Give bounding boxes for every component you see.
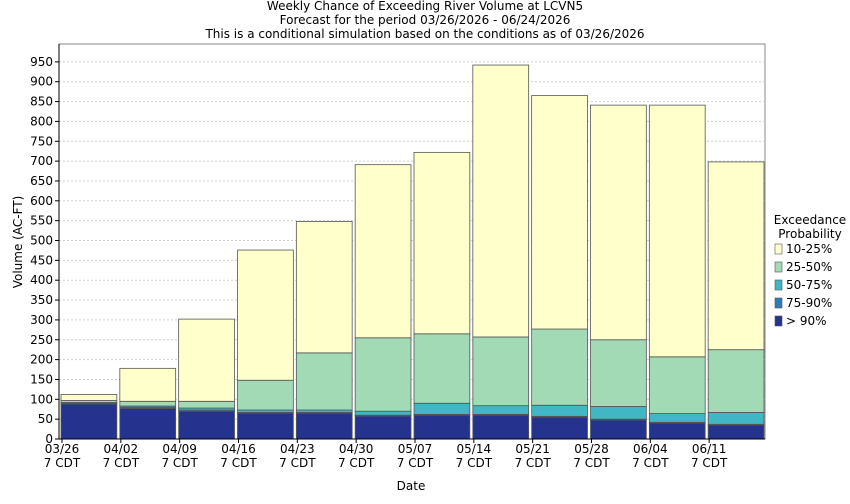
bar-segment <box>590 419 647 440</box>
x-tick-label: 05/07 7 CDT <box>397 442 434 470</box>
legend-label: 25-50% <box>786 260 832 274</box>
x-tick-label: 05/28 7 CDT <box>573 442 610 470</box>
legend-label: 50-75% <box>786 278 832 292</box>
x-tick-label: 06/04 7 CDT <box>632 442 669 470</box>
x-tick-label: 04/23 7 CDT <box>279 442 316 470</box>
y-tick-label: 100 <box>30 392 53 406</box>
bar-segment <box>413 333 471 404</box>
x-tick-label: 05/21 7 CDT <box>514 442 551 470</box>
y-tick-label: 0 <box>45 432 53 446</box>
bar-segment <box>295 412 353 440</box>
legend-swatch <box>774 243 783 255</box>
bar-segment <box>707 161 765 351</box>
bar-segment <box>119 400 177 407</box>
bar-segment <box>119 408 177 440</box>
x-tick-label: 04/16 7 CDT <box>220 442 257 470</box>
plot-area <box>58 43 766 440</box>
bar-segment <box>60 394 118 401</box>
x-tick-label: 03/26 7 CDT <box>44 442 81 470</box>
legend-swatch <box>774 297 783 309</box>
legend-label: > 90% <box>786 314 827 328</box>
bar-segment <box>707 349 765 413</box>
y-tick-label: 200 <box>30 353 53 367</box>
bar-segment <box>531 416 588 440</box>
y-tick-label: 900 <box>30 75 53 89</box>
bar-segment <box>648 422 706 440</box>
bar-segment <box>648 356 706 414</box>
bar-segment <box>237 412 294 440</box>
bar-segment <box>472 336 530 407</box>
bar-segment <box>413 402 471 415</box>
bar-segment <box>590 339 647 407</box>
y-tick-label: 850 <box>30 95 53 109</box>
bar-segment <box>178 318 235 402</box>
bar-segment <box>472 64 530 338</box>
y-tick-label: 250 <box>30 333 53 347</box>
y-tick-label: 300 <box>30 313 53 327</box>
bar-segment <box>178 410 235 440</box>
legend-label: 10-25% <box>786 242 832 256</box>
legend-title: Exceedance Probability <box>774 213 846 241</box>
y-tick-label: 150 <box>30 372 53 386</box>
bar-segment <box>472 414 530 440</box>
y-tick-label: 600 <box>30 194 53 208</box>
bar-segment <box>295 221 353 354</box>
bar-segment <box>648 413 706 423</box>
chart-title: Weekly Chance of Exceeding River Volume … <box>267 0 583 13</box>
bar-segment <box>354 415 412 440</box>
chart-subtitle: Forecast for the period 03/26/2026 - 06/… <box>280 13 571 27</box>
bar-segment <box>119 367 177 402</box>
bar-segment <box>237 249 294 381</box>
y-tick-label: 950 <box>30 55 53 69</box>
x-axis-label: Date <box>397 479 426 493</box>
bar-segment <box>354 410 412 416</box>
y-tick-label: 650 <box>30 174 53 188</box>
legend-swatch <box>774 315 783 327</box>
bar-segment <box>531 95 588 330</box>
bar-segment <box>531 328 588 406</box>
bar-segment <box>648 104 706 358</box>
y-tick-label: 800 <box>30 114 53 128</box>
y-tick-label: 700 <box>30 154 53 168</box>
y-tick-label: 750 <box>30 134 53 148</box>
x-tick-label: 04/30 7 CDT <box>338 442 375 470</box>
bar-segment <box>237 379 294 411</box>
bar-segment <box>354 337 412 412</box>
bar-segment <box>590 406 647 420</box>
bar-segment <box>590 104 647 341</box>
x-tick-label: 04/02 7 CDT <box>103 442 140 470</box>
x-tick-label: 04/09 7 CDT <box>161 442 198 470</box>
bar-segment <box>413 151 471 335</box>
bar-segment <box>707 412 765 425</box>
x-tick-label: 06/11 7 CDT <box>691 442 728 470</box>
bar-segment <box>178 400 235 409</box>
chart-note: This is a conditional simulation based o… <box>204 27 644 41</box>
bar-segment <box>707 424 765 440</box>
legend-label: 75-90% <box>786 296 832 310</box>
bar-segment <box>354 164 412 339</box>
bar-segment <box>60 403 118 440</box>
legend-swatch <box>774 261 783 273</box>
y-tick-label: 450 <box>30 253 53 267</box>
bar-segment <box>531 404 588 417</box>
y-axis-label: Volume (AC-FT) <box>11 196 25 289</box>
x-tick-label: 05/14 7 CDT <box>456 442 493 470</box>
legend-swatch <box>774 279 783 291</box>
y-tick-label: 500 <box>30 234 53 248</box>
bar-segment <box>472 405 530 415</box>
y-tick-label: 400 <box>30 273 53 287</box>
bar-segment <box>413 414 471 440</box>
y-tick-label: 550 <box>30 214 53 228</box>
y-tick-label: 350 <box>30 293 53 307</box>
y-tick-label: 50 <box>38 412 53 426</box>
bar-segment <box>295 352 353 411</box>
